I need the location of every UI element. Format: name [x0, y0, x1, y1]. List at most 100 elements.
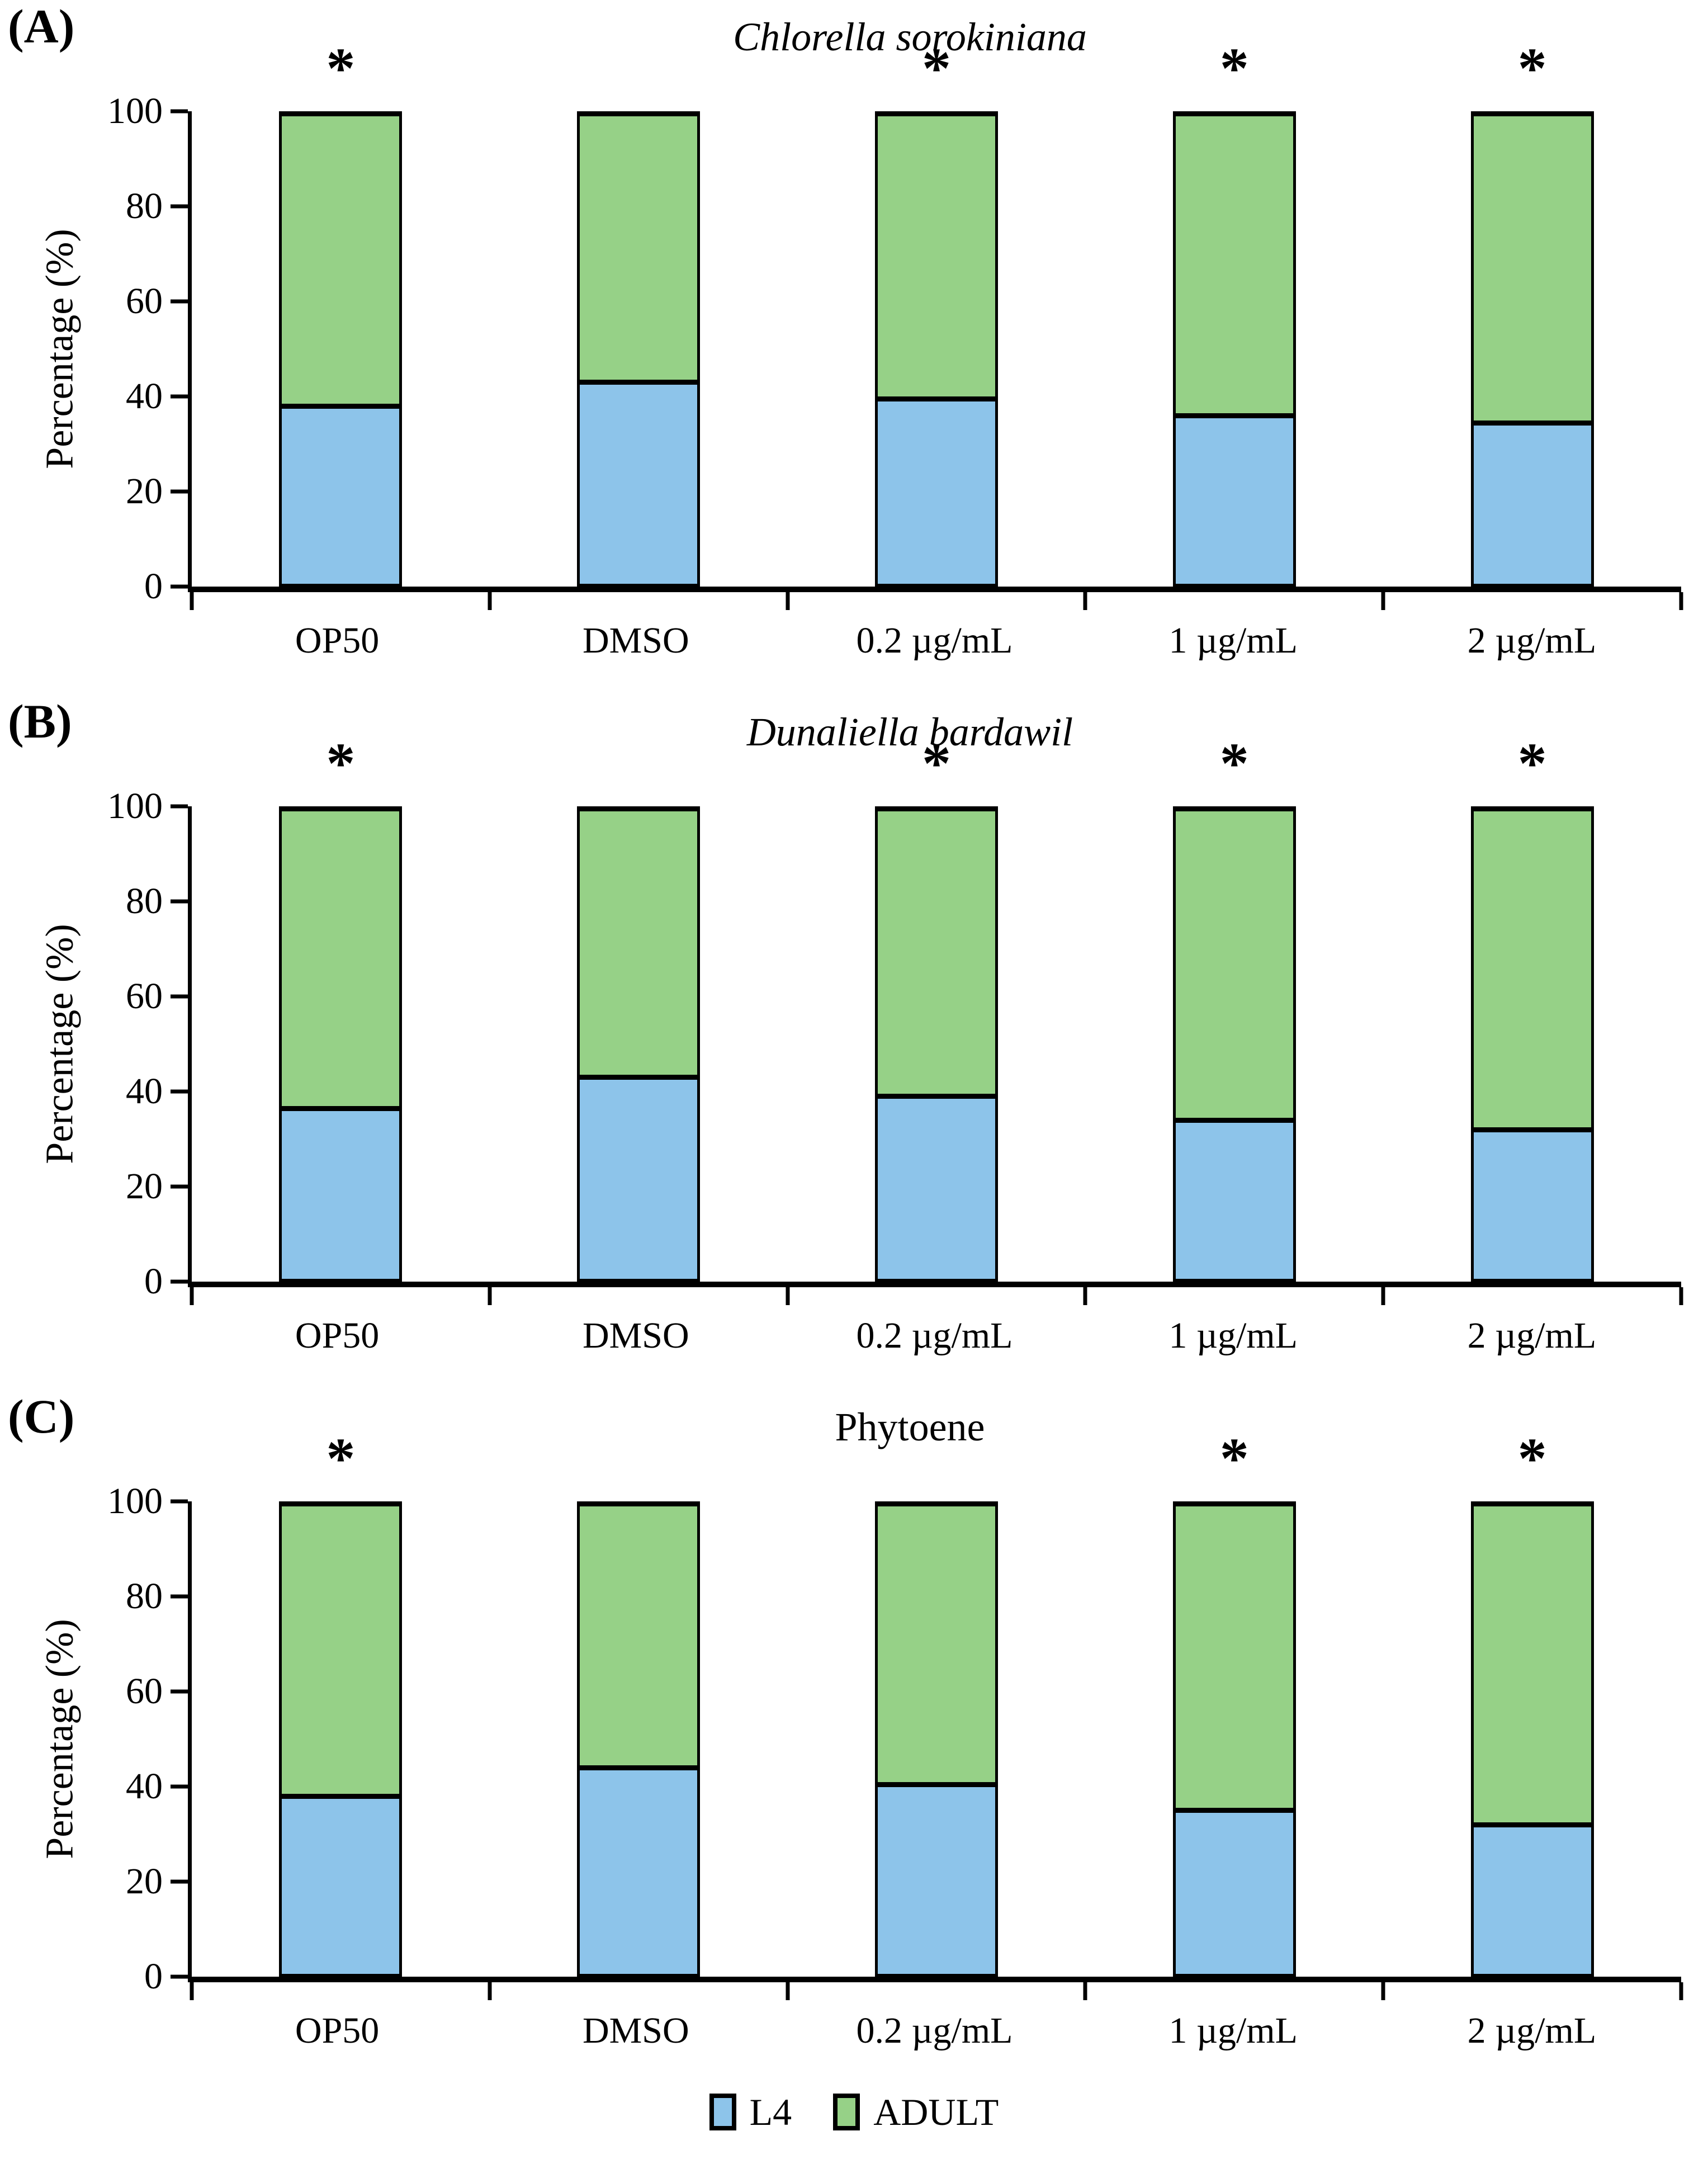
bar-slot: * — [1383, 40, 1681, 587]
l4-segment — [1470, 1822, 1594, 1977]
adult-segment — [577, 806, 701, 1075]
stacked-bar — [874, 806, 998, 1282]
legend-item: ADULT — [833, 2093, 999, 2131]
plot-area: Percentage (%) 0 20 40 60 80 100 * * * * — [39, 735, 1683, 1305]
x-tick-mark — [190, 1287, 194, 1305]
legend-label: ADULT — [873, 2091, 999, 2133]
l4-segment — [577, 1765, 701, 1977]
plot-row: Percentage (%) 0 20 40 60 80 100 * * * * — [39, 735, 1683, 1305]
l4-segment — [577, 380, 701, 587]
adult-segment — [874, 1501, 998, 1782]
x-category-label: 2 µg/mL — [1467, 2010, 1597, 2051]
x-tick-mark — [1679, 1982, 1683, 2000]
y-tick-mark — [171, 994, 188, 999]
panel-title: Dunaliella bardawil — [746, 710, 1073, 754]
plot-row: Percentage (%) 0 20 40 60 80 100 * * * * — [39, 40, 1683, 610]
y-tick-label: 100 — [107, 1481, 163, 1522]
bar-slot: * — [788, 40, 1086, 587]
bar-slot: * — [192, 1430, 490, 1977]
stacked-bar — [1470, 111, 1594, 587]
y-tick-mark — [171, 1784, 188, 1789]
panel-header: (B) Dunaliella bardawil — [0, 697, 1708, 806]
y-axis-title-text: Percentage (%) — [39, 924, 82, 1164]
y-tick-label: 60 — [126, 281, 163, 322]
x-tick-mark — [786, 592, 790, 610]
x-category-label: 0.2 µg/mL — [856, 1315, 1013, 1356]
bar-slot: * — [192, 40, 490, 587]
y-tick-label: 40 — [126, 1071, 163, 1112]
stacked-bar — [1470, 1501, 1594, 1977]
x-tick-mark — [488, 592, 492, 610]
bar-slot: * — [1383, 735, 1681, 1282]
x-category-label: 0.2 µg/mL — [856, 2010, 1013, 2051]
x-tick-mark — [1381, 592, 1385, 610]
y-tick-label: 0 — [144, 1261, 163, 1302]
y-tick-label: 40 — [126, 376, 163, 417]
bar-slot — [788, 1501, 1086, 1977]
significance-asterisk: * — [1219, 36, 1249, 101]
bar-slot: * — [192, 735, 490, 1282]
l4-segment — [279, 403, 403, 587]
l4-segment — [1470, 1127, 1594, 1282]
stacked-bar — [874, 1501, 998, 1977]
x-category-label: 0.2 µg/mL — [856, 620, 1013, 661]
legend-item: L4 — [709, 2093, 792, 2131]
y-tick-mark — [171, 584, 188, 589]
l4-segment — [874, 1094, 998, 1282]
y-tick-mark — [171, 1974, 188, 1979]
adult-segment — [279, 111, 403, 404]
y-tick-mark — [171, 1689, 188, 1694]
legend: L4 ADULT — [0, 2093, 1708, 2131]
l4-segment — [1470, 420, 1594, 587]
y-tick-mark — [171, 204, 188, 209]
significance-asterisk: * — [1517, 36, 1547, 101]
significance-asterisk: * — [1219, 731, 1249, 796]
l4-segment — [279, 1105, 403, 1282]
x-category-label: OP50 — [295, 1315, 380, 1356]
plot-area: Percentage (%) 0 20 40 60 80 100 * * * * — [39, 40, 1683, 610]
x-tick-mark — [786, 1982, 790, 2000]
adult-segment — [1470, 806, 1594, 1127]
x-tick-mark — [1679, 1287, 1683, 1305]
chart-panel: (A) Chlorella sorokiniana Percentage (%) 0 2… — [0, 2, 1708, 661]
x-tick-mark — [1381, 1287, 1385, 1305]
y-tick-mark — [171, 1279, 188, 1284]
adult-segment — [874, 806, 998, 1094]
stacked-bar — [279, 111, 403, 587]
stacked-bar — [1172, 806, 1296, 1282]
adult-segment — [1172, 111, 1296, 413]
y-tick-mark — [171, 299, 188, 304]
y-tick-label: 80 — [126, 881, 163, 922]
x-category-label: DMSO — [582, 1315, 689, 1356]
x-tick-mark — [786, 1287, 790, 1305]
significance-asterisk: * — [1517, 731, 1547, 796]
x-category-label: 1 µg/mL — [1168, 1315, 1298, 1356]
x-tick-mark — [1679, 592, 1683, 610]
bar-slot: * — [1383, 1430, 1681, 1977]
stacked-bar — [577, 806, 701, 1282]
adult-segment — [1172, 806, 1296, 1118]
stacked-bar — [1172, 111, 1296, 587]
y-tick-mark — [171, 804, 188, 809]
x-category-label: 1 µg/mL — [1168, 620, 1298, 661]
y-tick-mark — [171, 899, 188, 904]
x-category-label: OP50 — [295, 620, 380, 661]
x-category-label: 2 µg/mL — [1467, 620, 1597, 661]
y-tick-label: 80 — [126, 186, 163, 226]
y-tick-mark — [171, 1184, 188, 1189]
y-tick-label: 80 — [126, 1576, 163, 1617]
y-tick-mark — [171, 1499, 188, 1504]
y-tick-label: 100 — [107, 786, 163, 826]
x-tick-mark — [1381, 1982, 1385, 2000]
y-tick-label: 20 — [126, 1166, 163, 1207]
stacked-bar — [1470, 806, 1594, 1282]
x-tick-mark — [488, 1287, 492, 1305]
y-tick-label: 60 — [126, 976, 163, 1017]
bar-slot — [490, 806, 788, 1282]
y-tick-mark — [171, 1594, 188, 1599]
l4-segment — [1172, 1117, 1296, 1282]
bar-slot: * — [788, 735, 1086, 1282]
x-tick-mark — [1083, 1982, 1087, 2000]
l4-segment — [279, 1793, 403, 1977]
stacked-bar — [577, 1501, 701, 1977]
